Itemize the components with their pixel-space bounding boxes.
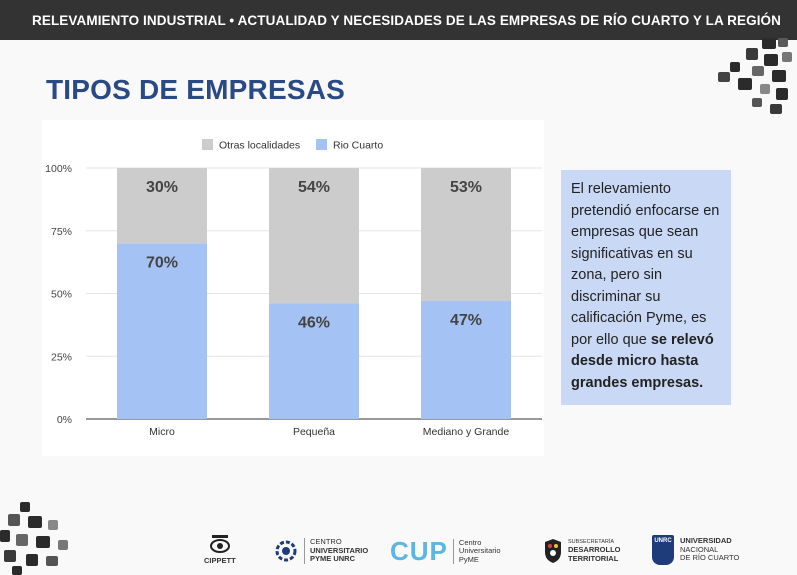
- bar-segment: [117, 243, 207, 419]
- logo-centro-universitario: CENTRO UNIVERSITARIO PYME UNRC: [272, 538, 368, 564]
- legend-swatch: [202, 139, 213, 150]
- footer-logos: CIPPETT CENTRO UNIVERSITARIO PYME UNRC C…: [190, 532, 750, 572]
- bar-segment: [117, 168, 207, 244]
- logo-subsecretaria: SUBSECRETARÍA DESARROLLO TERRITORIAL: [542, 538, 621, 564]
- sub-line1: SUBSECRETARÍA: [568, 539, 615, 545]
- centro-line1: CENTRO: [310, 537, 342, 547]
- logo-cup: CUP Centro Universitario PyME: [390, 536, 501, 567]
- shield-icon: [545, 539, 561, 563]
- bar-segment: [269, 303, 359, 419]
- page-title: TIPOS DE EMPRESAS: [46, 74, 346, 105]
- y-tick-label: 25%: [51, 351, 72, 363]
- logo-cippett-text: CIPPETT: [204, 556, 236, 565]
- y-tick-label: 0%: [57, 414, 72, 426]
- cup-mark: CUP: [390, 536, 448, 566]
- header-title: RELEVAMIENTO INDUSTRIAL • ACTUALIDAD Y N…: [32, 12, 782, 28]
- x-tick-label: Mediano y Grande: [423, 426, 510, 438]
- info-text: El relevamiento pretendió enfocarse en e…: [571, 181, 720, 348]
- bar-segment: [421, 168, 511, 302]
- y-tick-label: 75%: [51, 226, 72, 238]
- centro-line3: PYME UNRC: [310, 554, 356, 564]
- data-label: 47%: [450, 312, 482, 329]
- y-tick-label: 100%: [45, 163, 72, 175]
- eye-icon: [209, 535, 230, 553]
- x-tick-label: Micro: [149, 426, 175, 438]
- logo-cippett: CIPPETT: [204, 535, 236, 566]
- legend-swatch: [316, 139, 327, 150]
- info-text-bold: se relevó desde micro hasta grandes empr…: [571, 331, 714, 391]
- y-tick-label: 50%: [51, 289, 72, 301]
- sub-line2: DESARROLLO: [568, 545, 621, 554]
- data-label: 70%: [146, 254, 178, 271]
- unrc-line1: UNIVERSIDAD: [680, 536, 732, 546]
- cup-line1: Centro: [458, 537, 482, 547]
- info-box: El relevamiento pretendió enfocarse en e…: [561, 170, 731, 405]
- x-tick-label: Pequeña: [293, 426, 335, 438]
- decorative-pattern-top-right: [718, 38, 792, 114]
- decorative-pattern-bottom-left: [0, 502, 68, 575]
- data-label: 46%: [298, 315, 330, 332]
- data-label: 53%: [450, 179, 482, 196]
- cup-line3: PyME: [458, 554, 479, 564]
- header-bar: RELEVAMIENTO INDUSTRIAL • ACTUALIDAD Y N…: [0, 0, 797, 40]
- sub-line3: TERRITORIAL: [568, 553, 619, 563]
- logo-unrc: UNRC UNIVERSIDAD NACIONAL DE RÍO CUARTO: [652, 535, 739, 565]
- chart-panel: 0% 25% 50% 75% 100% 70% 30% Micro 46% 54% Pequeña 4…: [42, 120, 544, 456]
- legend-label: Rio Cuarto: [333, 140, 383, 152]
- stacked-bar-chart: 0% 25% 50% 75% 100% 70% 30% Micro 46% 54% Pequeña 4…: [45, 139, 542, 438]
- unrc-line3: DE RÍO CUARTO: [680, 553, 740, 563]
- gear-icon: [275, 540, 297, 562]
- data-label: 30%: [146, 179, 178, 196]
- bar-segment: [269, 168, 359, 304]
- unrc-shield: UNRC: [652, 535, 674, 565]
- bar-segment: [421, 301, 511, 419]
- legend-label: Otras localidades: [219, 140, 300, 152]
- centro-line2: UNIVERSITARIO: [310, 545, 369, 555]
- cup-line2: Universitario: [458, 546, 501, 556]
- data-label: 54%: [298, 179, 330, 196]
- unrc-line2: NACIONAL: [680, 544, 719, 554]
